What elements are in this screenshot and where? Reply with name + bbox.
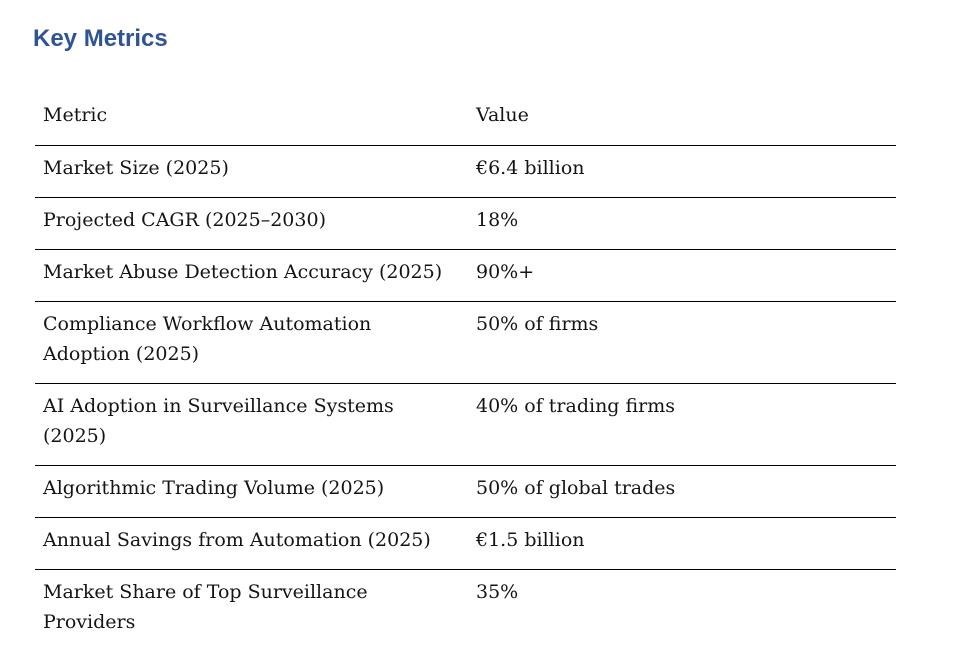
- metric-text: Annual Savings from Automation (2025): [43, 529, 431, 551]
- key-metrics-table: Metric Value Market Size (2025) €6.4 bil…: [35, 92, 896, 651]
- table-row: AI Adoption in Surveillance Systems (202…: [35, 384, 896, 466]
- metric-text: Projected CAGR (2025–2030): [43, 209, 326, 231]
- column-header-value: Value: [468, 92, 896, 146]
- table-row: Compliance Workflow Automation Adoption …: [35, 302, 896, 384]
- value-cell: €1.5 billion: [468, 518, 896, 570]
- column-header-value-label: Value: [476, 104, 529, 126]
- metric-text: Market Size (2025): [43, 157, 229, 179]
- table-row: Projected CAGR (2025–2030) 18%: [35, 198, 896, 250]
- page-title: Key Metrics: [33, 24, 974, 53]
- value-text: 90%+: [476, 261, 534, 283]
- metric-cell: Algorithmic Trading Volume (2025): [35, 466, 468, 518]
- metric-cell: Annual Savings from Automation (2025): [35, 518, 468, 570]
- metric-text: AI Adoption in Surveillance Systems (202…: [43, 395, 394, 447]
- column-header-metric-label: Metric: [43, 104, 107, 126]
- value-text: 18%: [476, 209, 518, 231]
- metric-text: Market Abuse Detection Accuracy (2025): [43, 261, 442, 283]
- metric-cell: Market Abuse Detection Accuracy (2025): [35, 250, 468, 302]
- table-row: Annual Savings from Automation (2025) €1…: [35, 518, 896, 570]
- value-text: 50% of global trades: [476, 477, 675, 499]
- value-cell: 18%: [468, 198, 896, 250]
- value-cell: €6.4 billion: [468, 146, 896, 198]
- value-text: 40% of trading firms: [476, 395, 675, 417]
- table-row: Market Size (2025) €6.4 billion: [35, 146, 896, 198]
- document-page: { "page": { "title": "Key Metrics" }, "t…: [0, 0, 974, 589]
- value-cell: 50% of global trades: [468, 466, 896, 518]
- table-row: Market Share of Top Surveillance Provide…: [35, 570, 896, 651]
- value-cell: 35%: [468, 570, 896, 651]
- metric-cell: Compliance Workflow Automation Adoption …: [35, 302, 468, 384]
- metric-cell: Market Size (2025): [35, 146, 468, 198]
- metric-cell: Projected CAGR (2025–2030): [35, 198, 468, 250]
- column-header-metric: Metric: [35, 92, 468, 146]
- value-cell: 90%+: [468, 250, 896, 302]
- value-text: 35%: [476, 581, 518, 603]
- metric-cell: AI Adoption in Surveillance Systems (202…: [35, 384, 468, 466]
- table-row: Market Abuse Detection Accuracy (2025) 9…: [35, 250, 896, 302]
- value-cell: 40% of trading firms: [468, 384, 896, 466]
- value-text: €1.5 billion: [476, 529, 585, 551]
- table-header-row: Metric Value: [35, 92, 896, 146]
- value-text: €6.4 billion: [476, 157, 585, 179]
- value-cell: 50% of firms: [468, 302, 896, 384]
- metric-text: Algorithmic Trading Volume (2025): [43, 477, 384, 499]
- metric-text: Compliance Workflow Automation Adoption …: [43, 309, 429, 369]
- metric-cell: Market Share of Top Surveillance Provide…: [35, 570, 468, 651]
- value-text: 50% of firms: [476, 313, 598, 335]
- table-row: Algorithmic Trading Volume (2025) 50% of…: [35, 466, 896, 518]
